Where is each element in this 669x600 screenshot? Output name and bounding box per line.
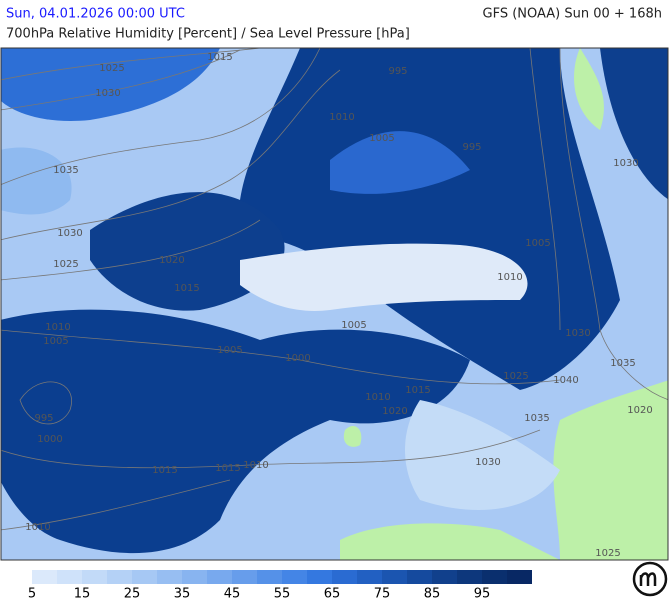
colorbar-swatch (132, 570, 157, 584)
colorbar-label: 75 (374, 587, 391, 600)
colorbar-swatch (482, 570, 507, 584)
colorbar-swatch (82, 570, 107, 584)
isobar-label: 1015 (152, 465, 177, 476)
logo (632, 561, 668, 597)
model-run: GFS (NOAA) Sun 00 + 168h (483, 7, 662, 22)
isobar-label: 1020 (627, 405, 652, 416)
isobar-label: 1000 (285, 353, 310, 364)
isobar-label: 1015 (215, 463, 240, 474)
colorbar-swatch (282, 570, 307, 584)
colorbar-swatch (32, 570, 57, 584)
colorbar-label: 5 (28, 587, 36, 600)
isobar-label: 1025 (53, 259, 78, 270)
colorbar-swatch (457, 570, 482, 584)
colorbar-label: 15 (74, 587, 91, 600)
colorbar-label: 45 (224, 587, 241, 600)
isobar-label: 1035 (53, 165, 78, 176)
isobar-label: 1015 (405, 385, 430, 396)
isobar-label: 1025 (99, 63, 124, 74)
subtitle: 700hPa Relative Humidity [Percent] / Sea… (6, 27, 410, 42)
colorbar-swatch (257, 570, 282, 584)
isobar-label: 1030 (95, 88, 120, 99)
colorbar-swatch (357, 570, 382, 584)
isobar-label: 1035 (610, 358, 635, 369)
colorbar-swatch (407, 570, 432, 584)
colorbar-label: 65 (324, 587, 341, 600)
colorbar-label: 55 (274, 587, 291, 600)
isobar-label: 1005 (217, 345, 242, 356)
colorbar-swatch (307, 570, 332, 584)
valid-time: Sun, 04.01.2026 00:00 UTC (6, 7, 185, 22)
isobar-label: 1040 (553, 375, 578, 386)
colorbar-swatch (382, 570, 407, 584)
isobar-label: 1005 (525, 238, 550, 249)
colorbar-label: 35 (174, 587, 191, 600)
isobar-label: 1030 (475, 457, 500, 468)
isobar-label: 1030 (565, 328, 590, 339)
colorbar-label: 25 (124, 587, 141, 600)
colorbar-swatch (332, 570, 357, 584)
isobar-label: 995 (462, 142, 481, 153)
isobar-label: 1035 (524, 413, 549, 424)
isobar-label: 995 (34, 413, 53, 424)
isobar-label: 1005 (369, 133, 394, 144)
isobar-label: 1015 (174, 283, 199, 294)
colorbar-swatch (107, 570, 132, 584)
isobar-label: 1020 (382, 406, 407, 417)
colorbar-swatch (182, 570, 207, 584)
map (1, 48, 668, 560)
isobar-label: 1005 (43, 336, 68, 347)
colorbar-swatch (57, 570, 82, 584)
isobar-label: 1015 (207, 52, 232, 63)
isobar-label: 1010 (497, 272, 522, 283)
logo-mark (639, 572, 657, 586)
isobar-label: 1010 (25, 522, 50, 533)
colorbar-swatch (207, 570, 232, 584)
map-frame (0, 47, 669, 561)
isobar-label: 995 (388, 66, 407, 77)
isobar-label: 1025 (503, 371, 528, 382)
isobar-label: 1010 (243, 460, 268, 471)
isobar-label: 1025 (595, 548, 620, 559)
colorbar-swatch (432, 570, 457, 584)
colorbar-swatch (507, 570, 532, 584)
isobar-label: 1010 (365, 392, 390, 403)
isobar-label: 1010 (45, 322, 70, 333)
isobar-label: 1020 (159, 255, 184, 266)
colorbar-label: 95 (474, 587, 491, 600)
colorbar-label: 85 (424, 587, 441, 600)
colorbar-swatch (157, 570, 182, 584)
isobar-label: 1005 (341, 320, 366, 331)
colorbar-swatch (232, 570, 257, 584)
isobar-label: 1010 (329, 112, 354, 123)
isobar-label: 1030 (57, 228, 82, 239)
isobar-label: 1030 (613, 158, 638, 169)
isobar-label: 1000 (37, 434, 62, 445)
